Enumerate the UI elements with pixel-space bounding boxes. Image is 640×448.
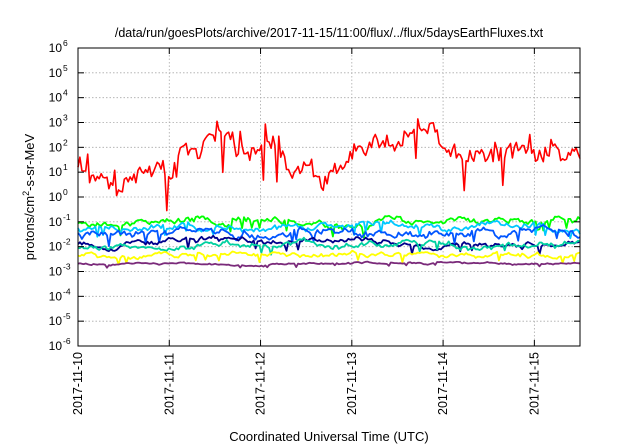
y-tick-label-base: 10: [49, 190, 63, 204]
x-tick-label: 2017-11-12: [254, 352, 268, 415]
y-tick-label: 10: [49, 116, 63, 130]
y-tick-label: 10: [49, 289, 63, 303]
y-tick-label-exponent: -2: [63, 237, 71, 247]
y-tick-label-exponent: -5: [63, 311, 71, 321]
y-tick-label: 10: [49, 140, 63, 154]
y-tick-label-base: 10: [49, 215, 63, 229]
y-tick-label: 10: [49, 41, 63, 55]
y-tick-label-base: 10: [49, 240, 63, 254]
y-tick-label: 10: [49, 240, 63, 254]
chart-title: /data/run/goesPlots/archive/2017-11-15/1…: [115, 26, 544, 40]
y-tick-label: 10: [49, 339, 63, 353]
y-tick-label: 10: [49, 165, 63, 179]
x-tick-label: 2017-11-13: [345, 352, 359, 415]
series-line: [77, 118, 581, 212]
y-tick-label-base: 10: [49, 339, 63, 353]
y-tick-label: 10: [49, 215, 63, 229]
y-tick-label: 10: [49, 265, 63, 279]
y-tick-label-exponent: 5: [63, 63, 68, 73]
y-tick-label: 10: [49, 91, 63, 105]
y-tick-labels: 10 -610 -510 -410 -310 -210 -110 010 110 210 310 41…: [49, 38, 71, 353]
x-tick-label: 2017-11-10: [71, 352, 85, 415]
y-tick-label-exponent: 1: [63, 162, 68, 172]
y-tick-label-base: 10: [49, 140, 63, 154]
y-axis-label-rest: -s-sr-MeV: [22, 133, 37, 190]
y-tick-label-exponent: 0: [63, 187, 68, 197]
y-tick-label-base: 10: [49, 116, 63, 130]
y-tick-label-exponent: -1: [63, 212, 71, 222]
y-tick-label: 10: [49, 190, 63, 204]
y-tick-label: 10: [49, 66, 63, 80]
x-tick-label: 2017-11-14: [436, 352, 450, 415]
x-axis-label: Coordinated Universal Time (UTC): [229, 429, 428, 444]
x-tick-label: 2017-11-11: [162, 353, 176, 415]
axis-ticks: [77, 47, 580, 347]
series-line: [77, 236, 581, 256]
series-layer: [77, 118, 581, 269]
y-tick-label-exponent: 6: [63, 38, 68, 48]
series-line: [77, 234, 581, 256]
series-line: [77, 219, 581, 240]
y-tick-label-base: 10: [49, 91, 63, 105]
series-line: [77, 249, 581, 266]
x-tick-label: 2017-11-15: [527, 352, 541, 415]
y-tick-label-exponent: -3: [63, 262, 71, 272]
series-line: [77, 260, 581, 269]
y-tick-label-base: 10: [49, 265, 63, 279]
y-tick-label-base: 10: [49, 66, 63, 80]
x-tick-labels: 2017-11-10 2017-11-11 2017-11-12 2017-11-13…: [71, 352, 541, 415]
y-tick-label-base: 10: [49, 165, 63, 179]
y-axis-label-unit: protons/cm: [22, 196, 37, 260]
y-tick-label: 10: [49, 314, 63, 328]
y-tick-label-base: 10: [49, 289, 63, 303]
y-tick-label-exponent: 3: [63, 113, 68, 123]
y-tick-label-exponent: -6: [63, 336, 71, 346]
y-tick-label-exponent: -4: [63, 286, 71, 296]
series-line: [77, 224, 581, 248]
y-axis-label-exponent: 2: [21, 191, 31, 196]
y-tick-label-exponent: 2: [63, 137, 68, 147]
y-tick-label-base: 10: [49, 41, 63, 55]
y-tick-label-exponent: 4: [63, 88, 68, 98]
y-tick-label-base: 10: [49, 314, 63, 328]
y-axis-label: protons/cm2-s-sr-MeV: [21, 133, 37, 260]
